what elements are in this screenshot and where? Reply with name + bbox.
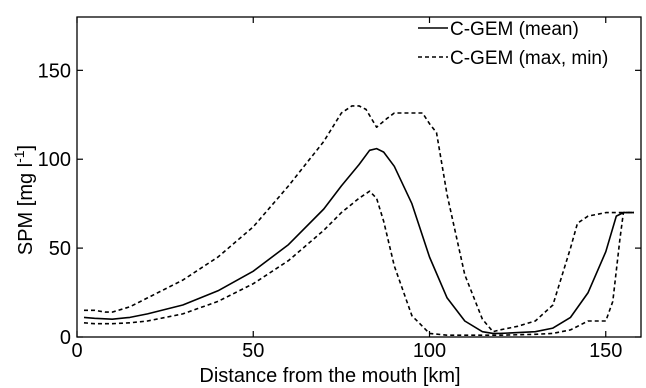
series-line-0 (83, 147, 634, 335)
series-line-1 (84, 105, 634, 333)
y-tick-label: 0 (60, 327, 71, 349)
x-axis-ticks: 0 50 100 150 (71, 17, 622, 362)
y-axis-label-superscript: -1 (11, 150, 27, 163)
x-tick-label: 100 (413, 340, 446, 362)
plot-area-frame (76, 16, 642, 338)
x-tick-label: 50 (242, 340, 264, 362)
x-tick-label: 0 (71, 340, 82, 362)
legend: C-GEM (mean) C-GEM (max, min) (418, 19, 608, 69)
y-tick-label: 50 (49, 238, 71, 260)
legend-label-mean: C-GEM (mean) (450, 19, 579, 40)
y-axis-ticks: 0 50 100 150 (38, 60, 641, 349)
series-line-2 (83, 190, 634, 337)
y-axis-label-main: SPM [mg l (15, 163, 37, 255)
x-tick-label: 150 (589, 340, 622, 362)
y-axis-label-close: ] (15, 145, 37, 151)
legend-label-maxmin: C-GEM (max, min) (450, 48, 608, 69)
y-axis-label: SPM [mg l-1] (11, 145, 37, 255)
x-axis-label: Distance from the mouth [km] (199, 365, 460, 387)
y-tick-label: 150 (38, 60, 71, 82)
y-tick-label: 100 (38, 149, 71, 171)
plot-lines (83, 105, 634, 337)
